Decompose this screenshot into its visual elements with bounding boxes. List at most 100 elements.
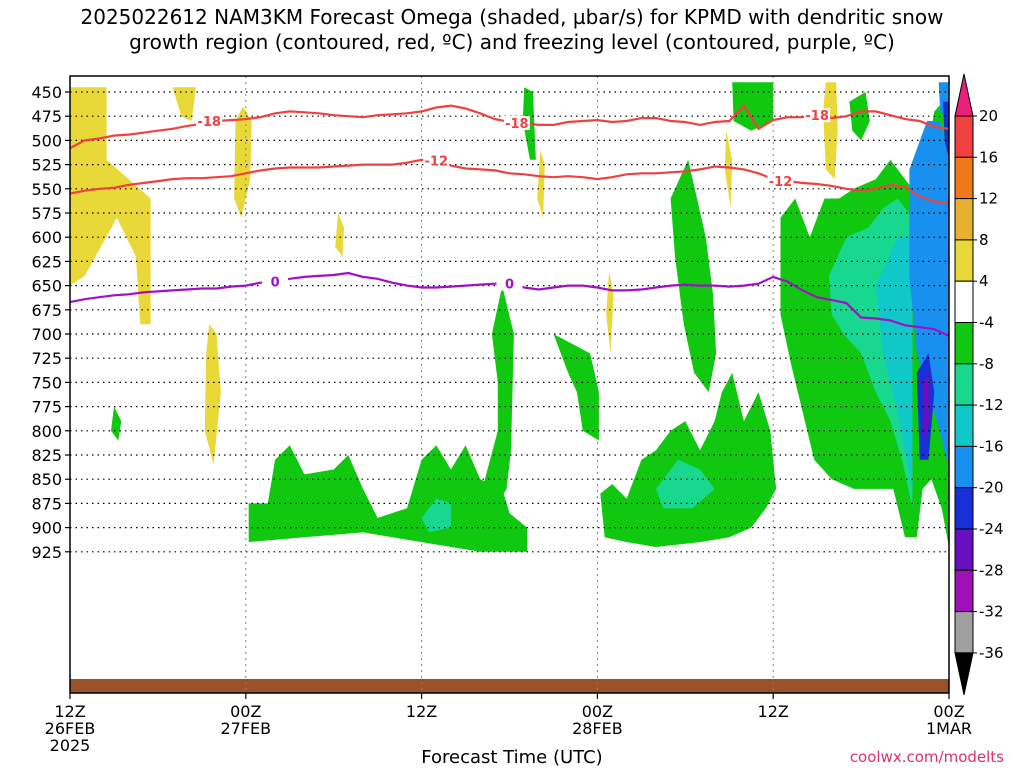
- colorbar-label--4: -4: [979, 314, 994, 332]
- contour-label--18-1: -18: [505, 117, 529, 132]
- xtick-label-12: 00Z 27FEB: [220, 702, 272, 738]
- omega-shading: [70, 82, 949, 552]
- colorbar-label--36: -36: [979, 644, 1004, 662]
- contour-label-bg: [196, 114, 223, 129]
- ytick-label-650: 650: [31, 277, 62, 296]
- ytick-label-675: 675: [31, 301, 62, 320]
- ytick-label-750: 750: [31, 373, 62, 392]
- xtick-label-48: 12Z: [757, 702, 789, 721]
- xtick-label-36: 00Z 28FEB: [572, 702, 623, 738]
- omega-region-8: [823, 82, 838, 180]
- contour-line--12: [70, 158, 949, 205]
- x-axis-label: Forecast Time (UTC): [421, 747, 603, 768]
- ytick-label-700: 700: [31, 325, 62, 344]
- contour-label--12-0: -12: [425, 155, 449, 170]
- omega-region-3: [335, 213, 344, 257]
- contour-label-bg: [767, 174, 794, 189]
- omega-region-6: [606, 271, 614, 354]
- ytick-label-800: 800: [31, 422, 62, 441]
- colorbar-swatch-4: [954, 239, 974, 282]
- chart-title-line-2: growth region (contoured, red, ºC) and f…: [129, 30, 895, 54]
- colorbar-label-12: 12: [979, 190, 998, 208]
- site-credit: coolwx.com/modelts: [849, 748, 1004, 766]
- ytick-label-600: 600: [31, 228, 62, 247]
- colorbar-swatch-1: [954, 115, 974, 158]
- colorbar-label-16: 16: [979, 148, 998, 166]
- colorbar-label--8: -8: [979, 355, 994, 373]
- colorbar-label--24: -24: [979, 520, 1004, 538]
- contour-label--12-1: -12: [769, 175, 793, 190]
- ytick-label-850: 850: [31, 470, 62, 489]
- temperature-contours: -18 -18 -18 -12 -12 0 0: [70, 103, 949, 337]
- omega-region-27: [922, 372, 930, 441]
- colorbar-swatch-8: [954, 404, 974, 447]
- omega-region-16: [732, 82, 774, 131]
- xtick-label-60: 00Z 1MAR: [925, 702, 973, 738]
- omega-region-18: [849, 92, 870, 141]
- omega-region-13: [553, 334, 599, 441]
- ytick-label-875: 875: [31, 494, 62, 513]
- contour-label-bg: [262, 274, 289, 289]
- colorbar-swatch-13: [954, 611, 974, 654]
- colorbar-swatch-6: [954, 322, 974, 365]
- colorbar-label--28: -28: [979, 561, 1004, 579]
- colorbar-top-arrow: [954, 73, 974, 117]
- colorbar-swatch-5: [954, 280, 974, 324]
- omega-region-5: [537, 150, 545, 218]
- omega-region-0: [70, 87, 151, 325]
- omega-region-14: [600, 372, 777, 547]
- omega-region-4: [204, 324, 221, 465]
- omega-region-15: [670, 159, 717, 393]
- contour-label-bg: [503, 115, 530, 130]
- omega-region-10: [111, 406, 122, 441]
- colorbar-label-4: 4: [979, 272, 989, 290]
- colorbar-label--32: -32: [979, 603, 1004, 621]
- ytick-label-550: 550: [31, 180, 62, 199]
- contour-label-bg: [804, 108, 831, 123]
- colorbar-swatch-12: [954, 569, 974, 613]
- omega-region-11: [477, 285, 514, 509]
- ytick-label-775: 775: [31, 398, 62, 417]
- colorbar-label--20: -20: [979, 479, 1004, 497]
- ytick-label-825: 825: [31, 446, 62, 465]
- omega-colorbar: 20 16 12 8 4 -4 -8 -12 -16 -20 -24 -28 -32 -36: [954, 73, 1004, 696]
- colorbar-label--16: -16: [979, 437, 1004, 455]
- colorbar-label--12: -12: [979, 396, 1004, 414]
- colorbar-label-20: 20: [979, 107, 998, 125]
- colorbar-swatch-10: [954, 487, 974, 530]
- colorbar-swatch-3: [954, 198, 974, 241]
- omega-region-22: [875, 237, 913, 489]
- colorbar-label-8: 8: [979, 231, 989, 249]
- ground-surface-band: [70, 679, 949, 693]
- colorbar-bottom-arrow: [954, 652, 974, 696]
- xtick-label-24: 12Z: [405, 702, 438, 721]
- omega-region-7: [724, 130, 733, 209]
- contour-label-bg: [423, 153, 450, 168]
- contour-label-bg: [496, 276, 523, 291]
- omega-region-9: [248, 445, 528, 552]
- omega-region-1: [172, 87, 196, 121]
- pressure-axis: 450 475 500 525 550 575 600 625 650 675 700 725 750 7…: [31, 83, 950, 699]
- colorbar-swatch-11: [954, 528, 974, 571]
- ytick-label-525: 525: [31, 156, 62, 175]
- ytick-label-725: 725: [31, 349, 62, 368]
- ytick-label-625: 625: [31, 252, 62, 271]
- ytick-label-575: 575: [31, 204, 62, 223]
- omega-region-21: [656, 459, 715, 509]
- xtick-label-0: 12Z 26FEB 2025: [44, 702, 96, 755]
- ytick-label-900: 900: [31, 519, 62, 538]
- omega-region-2: [234, 106, 252, 218]
- chart-title-line-1: 2025022612 NAM3KM Forecast Omega (shaded…: [80, 5, 944, 29]
- colorbar-swatch-7: [954, 363, 974, 406]
- contour-label--18-0: -18: [197, 115, 221, 130]
- colorbar-swatch-9: [954, 445, 974, 489]
- colorbar-swatch-2: [954, 156, 974, 200]
- contour-label--18-2: -18: [805, 109, 829, 124]
- ytick-label-925: 925: [31, 543, 62, 562]
- ytick-label-500: 500: [31, 131, 62, 150]
- contour-label-0-0: 0: [271, 276, 280, 291]
- contour-label-0-1: 0: [505, 278, 514, 293]
- ytick-label-450: 450: [31, 83, 62, 102]
- omega-region-20: [421, 498, 451, 533]
